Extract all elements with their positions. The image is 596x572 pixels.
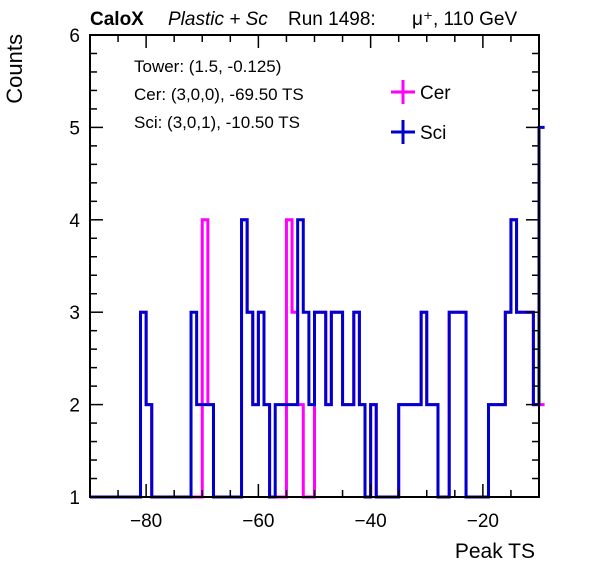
series-sci-line: [90, 125, 545, 499]
x-tick-label: −60: [242, 511, 274, 532]
y-tick-label: 5: [69, 118, 80, 139]
annotation-tower: Tower: (1.5, -0.125): [134, 57, 281, 76]
annotation-sci: Sci: (3,0,1), -10.50 TS: [134, 113, 300, 132]
legend-cer-label: Cer: [420, 83, 451, 104]
y-tick-label: 3: [69, 303, 80, 324]
legend-sci-label: Sci: [420, 123, 446, 144]
y-tick-label: 2: [69, 396, 80, 417]
header-experiment: CaloX: [90, 9, 144, 30]
x-axis-label: Peak TS: [455, 540, 535, 563]
y-tick-label: 6: [69, 26, 80, 47]
x-tick-label: −40: [355, 511, 387, 532]
annotation-cer: Cer: (3,0,0), -69.50 TS: [134, 85, 304, 104]
header-run: Run 1498:: [288, 9, 376, 30]
y-tick-label: 1: [69, 488, 80, 509]
y-tick-label: 4: [69, 211, 80, 232]
x-tick-label: −80: [130, 511, 162, 532]
header-beam: μ⁺, 110 GeV: [412, 9, 517, 30]
y-axis-label: Counts: [2, 34, 27, 104]
x-tick-label: −20: [467, 511, 499, 532]
header-material: Plastic + Sc: [168, 9, 268, 30]
legend: Cer Sci: [391, 80, 451, 144]
series-cer-line: [90, 218, 545, 499]
plot-area: −80 −60 −40 −20 1 2 3 4 5 6: [69, 26, 545, 532]
